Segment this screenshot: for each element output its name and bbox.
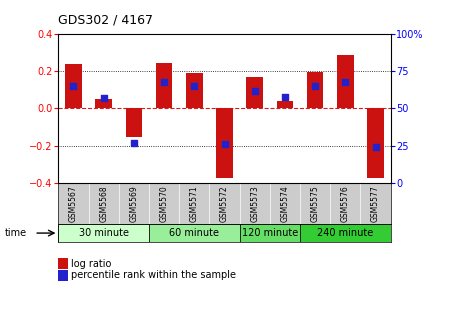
Point [191,83,198,89]
Point [100,95,107,101]
Bar [186,73,202,109]
Point [372,145,379,150]
Text: GSM5569: GSM5569 [129,185,138,222]
Text: GSM5574: GSM5574 [281,185,290,222]
Bar [247,77,263,109]
Text: percentile rank within the sample: percentile rank within the sample [71,270,236,280]
Text: GSM5571: GSM5571 [190,185,199,222]
Point [70,83,77,89]
Bar [126,109,142,136]
Text: GSM5575: GSM5575 [311,185,320,222]
Point [251,88,258,93]
Point [312,83,319,89]
Text: log ratio: log ratio [71,259,111,269]
Text: GSM5570: GSM5570 [159,185,168,222]
Text: time: time [4,228,26,238]
Point [130,140,137,145]
Point [282,94,289,99]
Bar [300,224,391,242]
Point [221,142,228,147]
Text: GDS302 / 4167: GDS302 / 4167 [58,14,154,27]
Text: GSM5573: GSM5573 [250,185,259,222]
Point [160,79,167,84]
Text: GSM5576: GSM5576 [341,185,350,222]
Bar [95,99,112,109]
Text: GSM5568: GSM5568 [99,185,108,222]
Bar [277,101,293,109]
Bar [58,224,149,242]
Text: GSM5577: GSM5577 [371,185,380,222]
Bar [337,55,354,109]
Bar [156,62,172,109]
Text: 240 minute: 240 minute [317,228,374,238]
Bar [216,109,233,178]
Text: GSM5572: GSM5572 [220,185,229,222]
Bar [240,224,300,242]
Bar [367,109,384,178]
Text: GSM5567: GSM5567 [69,185,78,222]
Point [342,79,349,84]
Text: 30 minute: 30 minute [79,228,129,238]
Text: 60 minute: 60 minute [169,228,219,238]
Bar [307,72,323,109]
Text: 120 minute: 120 minute [242,228,298,238]
Bar [65,64,82,109]
Bar [149,224,240,242]
